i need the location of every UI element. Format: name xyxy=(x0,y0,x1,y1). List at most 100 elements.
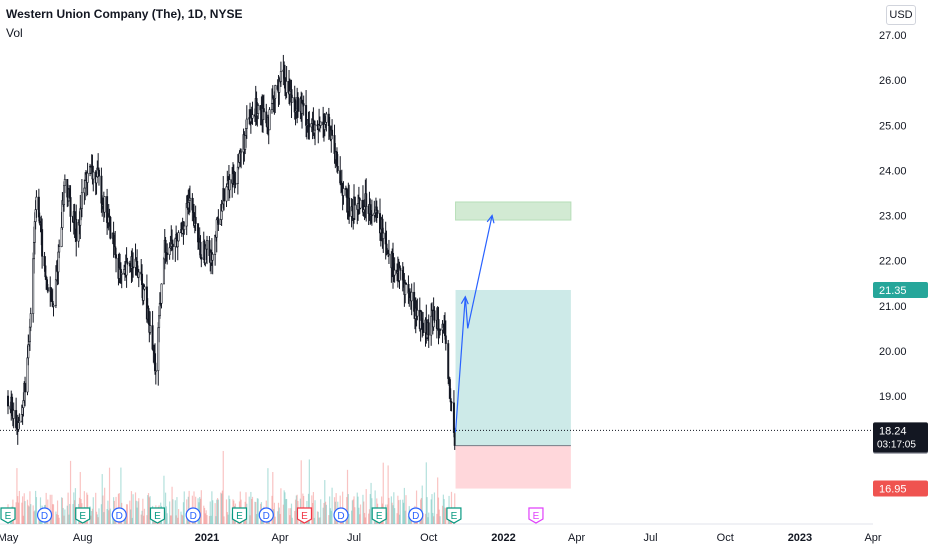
volume-bar xyxy=(33,511,35,524)
candle-body xyxy=(154,370,157,372)
volume-bar xyxy=(223,516,225,524)
volume-bar xyxy=(32,505,34,524)
earnings-marker xyxy=(75,507,91,524)
candle-body xyxy=(115,254,118,259)
event-marker-label: D xyxy=(337,511,344,522)
volume-bar xyxy=(280,488,282,524)
volume-bar xyxy=(445,508,447,524)
volume-bar xyxy=(199,496,201,524)
time-tick-label: Oct xyxy=(717,532,734,544)
volume-bar xyxy=(52,504,55,524)
volume-bar xyxy=(283,490,285,524)
candle-body xyxy=(183,225,186,230)
candle-body xyxy=(365,193,368,207)
volume-bar xyxy=(404,510,406,524)
volume-bar xyxy=(164,492,167,524)
earnings-marker xyxy=(231,507,248,524)
volume-bar xyxy=(394,508,396,524)
volume-bar xyxy=(353,496,355,524)
event-marker-label: E xyxy=(154,511,161,522)
candle-body xyxy=(305,105,308,126)
volume-bar xyxy=(444,507,446,524)
volume-bar xyxy=(248,496,250,524)
candle-body xyxy=(433,310,436,321)
volume-bar xyxy=(200,490,202,524)
volume-bar xyxy=(215,516,217,524)
volume-bar xyxy=(438,509,440,524)
volume-bar xyxy=(437,477,439,524)
volume-bar xyxy=(147,495,149,524)
candle-body xyxy=(228,179,231,191)
volume-bar xyxy=(177,517,179,524)
candle-body xyxy=(58,246,61,253)
candle-body xyxy=(29,313,32,328)
volume-bar xyxy=(392,505,394,524)
volume-bar xyxy=(256,498,258,524)
time-tick-label: 2022 xyxy=(491,532,515,544)
volume-bar xyxy=(90,515,92,524)
candle-body xyxy=(220,210,223,220)
volume-bar xyxy=(183,491,185,524)
candle-body xyxy=(223,188,226,202)
candle-body xyxy=(211,254,214,261)
volume-bar xyxy=(279,514,281,524)
volume-bar xyxy=(370,482,372,524)
candle-body xyxy=(291,97,294,103)
volume-bar xyxy=(294,499,297,524)
candle-body xyxy=(142,288,145,301)
volume-bar xyxy=(322,507,324,524)
volume-bar xyxy=(174,500,176,524)
volume-bar xyxy=(74,500,76,524)
volume-bar xyxy=(398,500,400,524)
candle-body xyxy=(331,129,334,136)
volume-bar xyxy=(182,502,185,524)
volume-bar xyxy=(329,496,331,524)
volume-bar xyxy=(137,501,139,524)
candle-body xyxy=(52,304,55,307)
currency-button[interactable]: USD xyxy=(886,5,916,25)
volume-bar xyxy=(432,512,434,524)
volume-bar xyxy=(363,501,365,524)
volume-bar xyxy=(426,497,428,524)
symbol-title[interactable]: Western Union Company (The), 1D, NYSE xyxy=(6,7,243,21)
volume-bar xyxy=(27,505,29,524)
volume-bar xyxy=(66,505,68,524)
volume-bar xyxy=(422,512,424,524)
candle-body xyxy=(262,108,265,113)
volume-bar xyxy=(430,499,432,524)
volume-bar xyxy=(106,509,108,524)
volume-bar xyxy=(181,514,183,524)
volume-bar xyxy=(209,501,211,524)
event-marker-label: E xyxy=(236,511,243,522)
volume-bar xyxy=(34,510,36,524)
price-tick-label: 24.00 xyxy=(879,165,907,177)
price-tick-label: 27.00 xyxy=(879,30,907,42)
volume-bar xyxy=(368,509,371,524)
candle-body xyxy=(41,229,44,257)
volume-label[interactable]: Vol xyxy=(6,26,23,40)
volume-bar xyxy=(21,502,23,524)
stop-price-tag: 16.95 xyxy=(879,484,907,496)
volume-bar xyxy=(38,517,40,524)
volume-bar xyxy=(69,504,71,524)
event-marker-label: E xyxy=(5,511,12,522)
price-tick-label: 23.00 xyxy=(879,211,907,223)
volume-bar xyxy=(356,492,358,524)
volume-bar xyxy=(51,494,53,524)
volume-bar xyxy=(30,504,32,524)
volume-bar xyxy=(18,490,20,524)
candle-body xyxy=(359,199,362,209)
volume-bar xyxy=(325,504,327,524)
volume-bar xyxy=(92,497,94,524)
candle-body xyxy=(11,396,14,412)
volume-bar xyxy=(439,516,441,524)
price-tick-label: 26.00 xyxy=(879,75,907,87)
candle-body xyxy=(160,283,163,304)
event-marker-label: D xyxy=(41,511,48,522)
volume-bar xyxy=(323,502,325,524)
time-tick-label: Apr xyxy=(568,532,585,544)
volume-bar xyxy=(251,496,254,524)
volume-bar xyxy=(72,504,74,524)
last-price-tag-bg xyxy=(873,422,928,453)
